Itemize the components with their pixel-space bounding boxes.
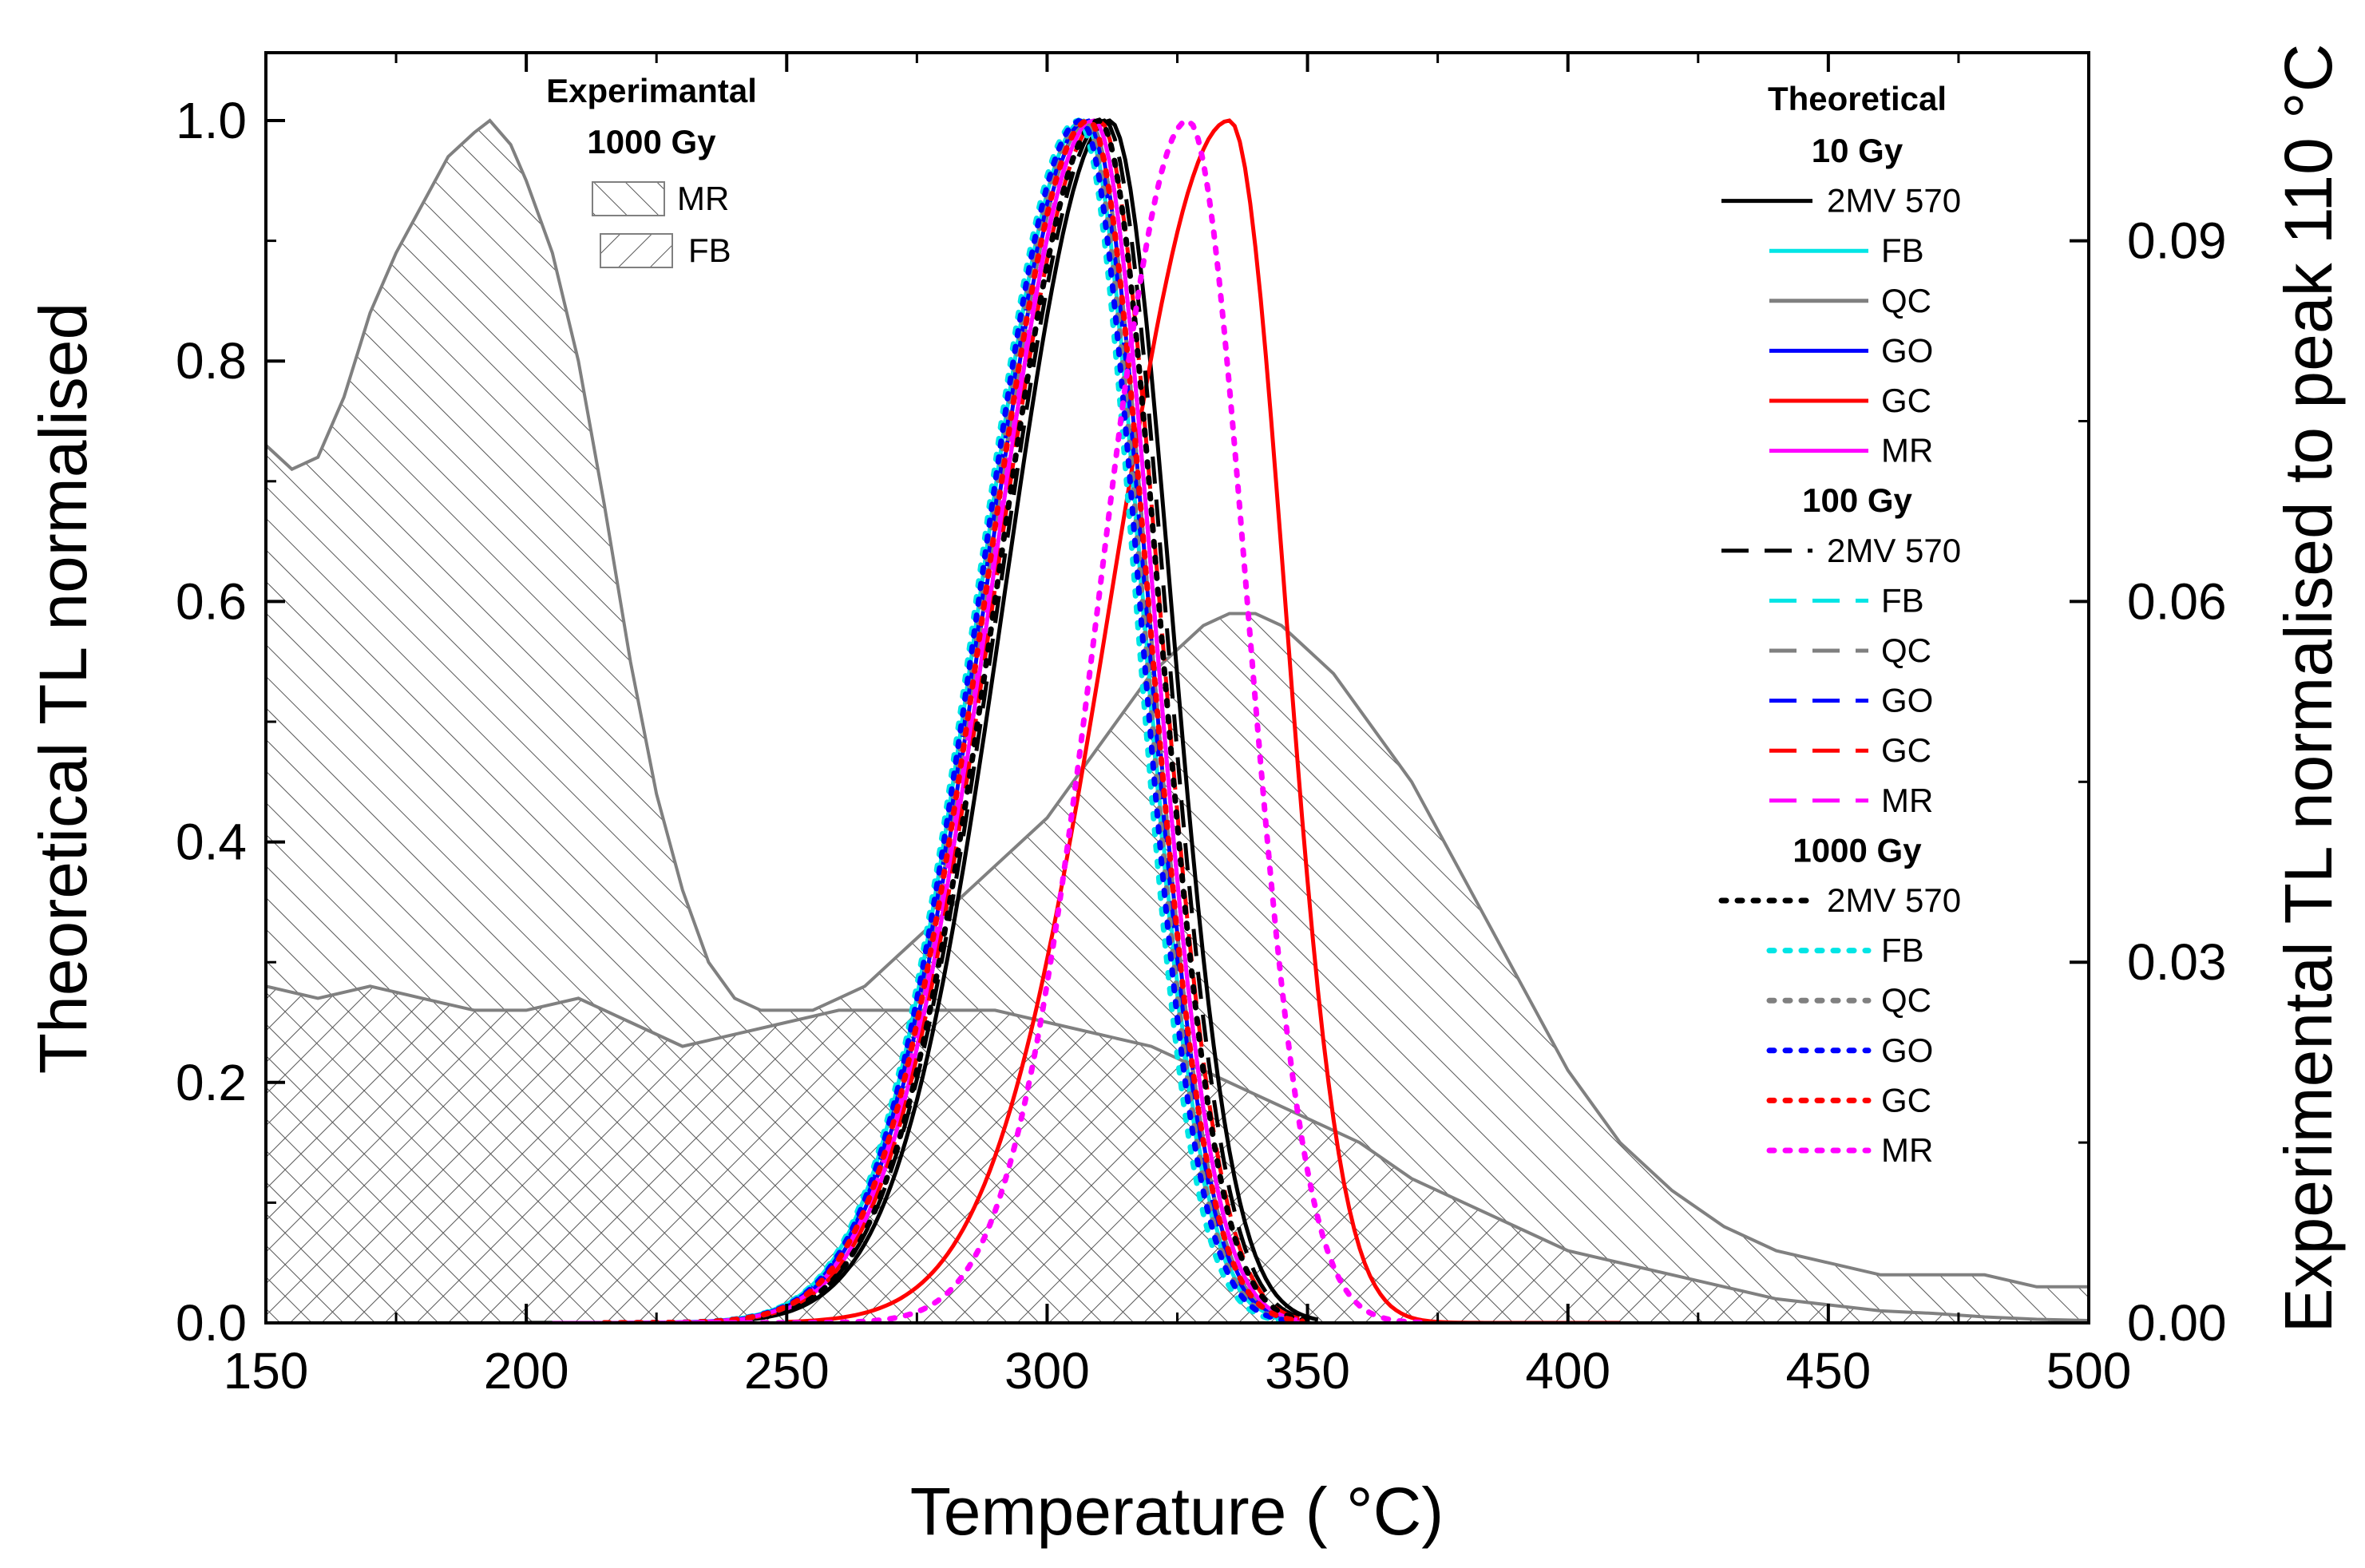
legend-label-fb: FB [1881, 232, 1924, 269]
legend-theoretical-title: Theoretical [1768, 80, 1947, 117]
y-tick-label: 1.0 [176, 92, 247, 149]
y-tick-label: 0.0 [176, 1294, 247, 1352]
legend-experimental-subtitle: 1000 Gy [587, 123, 716, 160]
x-tick-label: 450 [1785, 1342, 1871, 1400]
y-right-tick-label: 0.06 [2127, 572, 2227, 630]
legend-fb-hatch-swatch [600, 233, 673, 268]
legend-mr-label: MR [677, 180, 729, 217]
y-tick-label: 0.4 [176, 814, 247, 871]
y-tick-label: 0.2 [176, 1054, 247, 1111]
theoretical-curves [526, 117, 1620, 1323]
legend-label-2mv-570: 2MV 570 [1827, 532, 1961, 569]
experimental-area-fb [266, 986, 2089, 1323]
theoretical-curve-mr-100-gy [578, 118, 1308, 1323]
theoretical-curve-qc-100-gy [578, 118, 1303, 1323]
legend-label-mr: MR [1881, 782, 1933, 819]
legend-experimental: Experimantal 1000 Gy MR FB [546, 72, 757, 269]
legend-theoretical: Theoretical 10 Gy 2MV 570 FB QC GO GC MR 100 Gy… [1718, 80, 1961, 1169]
legend-label-qc: QC [1881, 632, 1931, 669]
legend-label-fb: FB [1881, 581, 1924, 619]
legend-label-gc: GC [1881, 1081, 1931, 1119]
y-axis-right-label: Experimental TL normalised to peak 110 °… [2271, 44, 2346, 1333]
x-tick-label: 350 [1265, 1342, 1350, 1400]
y-right-tick-label: 0.09 [2127, 212, 2227, 270]
x-tick-label: 150 [224, 1342, 309, 1400]
legend-label-gc: GC [1881, 382, 1931, 419]
x-tick-label: 250 [744, 1342, 830, 1400]
legend-label-2mv-570: 2MV 570 [1827, 182, 1961, 220]
experimental-line-mr [266, 118, 2089, 1289]
y-right-tick-label: 0.00 [2127, 1294, 2227, 1352]
legend-label-mr: MR [1881, 432, 1933, 469]
legend-mr-hatch-swatch [592, 181, 665, 216]
legend-label-go: GO [1881, 1031, 1933, 1069]
theoretical-curve-2mv-570-100-gy [578, 118, 1318, 1323]
y-tick-label: 0.8 [176, 332, 247, 390]
x-tick-label: 300 [1004, 1342, 1090, 1400]
legend-label-go: GO [1881, 331, 1933, 369]
x-axis-label: Temperature ( °C) [910, 1474, 1444, 1549]
legend-theoretical-group-title: 100 Gy [1802, 481, 1912, 519]
y-right-tick-label: 0.03 [2127, 933, 2227, 991]
x-tick-label: 500 [2046, 1342, 2132, 1400]
legend-label-mr: MR [1881, 1131, 1933, 1169]
legend-theoretical-group-title: 10 Gy [1812, 132, 1903, 169]
legend-label-go: GO [1881, 682, 1933, 719]
legend-experimental-title: Experimantal [546, 72, 757, 109]
legend-label-qc: QC [1881, 981, 1931, 1019]
legend-label-gc: GC [1881, 731, 1931, 769]
experimental-area-mr [266, 121, 2089, 1323]
legend-theoretical-group-title: 1000 Gy [1793, 831, 1922, 869]
x-tick-label: 200 [484, 1342, 569, 1400]
legend-label-fb: FB [1881, 932, 1924, 969]
y-tick-label: 0.6 [176, 572, 247, 630]
y-axis-label: Theoretical TL normalised [26, 303, 101, 1074]
legend-label-2mv-570: 2MV 570 [1827, 881, 1961, 919]
legend-label-qc: QC [1881, 282, 1931, 319]
legend-fb-label: FB [688, 232, 731, 269]
axes: 150 200 250 300 350 400 450 500 0.0 0.2 0.4 0.6 0.8 1… [176, 53, 2227, 1400]
x-tick-label: 400 [1525, 1342, 1610, 1400]
